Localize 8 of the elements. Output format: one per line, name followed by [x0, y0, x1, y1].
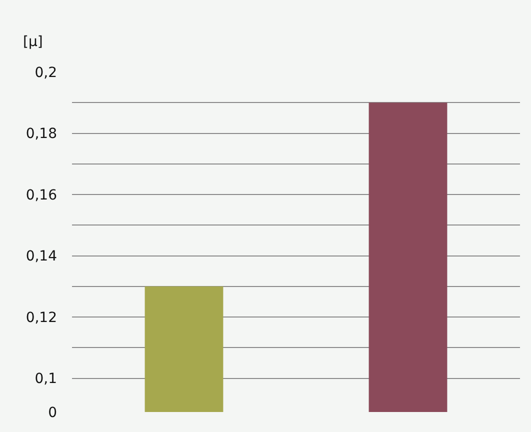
y-tick-label: 0,18: [26, 126, 57, 142]
y-axis-title: [μ]: [23, 34, 43, 50]
y-tick-label: 0,14: [26, 248, 58, 265]
y-tick-label: 0,1: [34, 371, 57, 388]
y-tick-label: 0,2: [34, 64, 57, 81]
y-tick-label: 0,16: [26, 187, 58, 204]
y-tick-label: 0,12: [26, 310, 57, 326]
y-tick-label: 0: [48, 404, 57, 421]
